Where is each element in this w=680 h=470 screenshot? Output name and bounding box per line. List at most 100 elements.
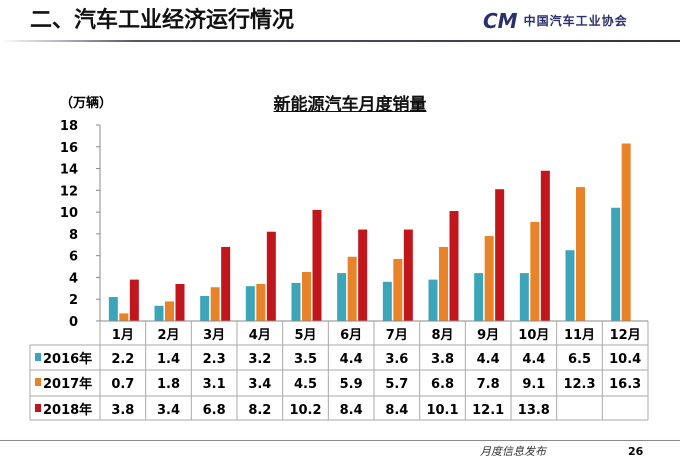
data-label: 5.9 — [340, 377, 363, 392]
bar-2017年-4月 — [256, 283, 266, 321]
slide-title: 二、汽车工业经济运行情况 — [30, 8, 295, 33]
y-tick-label: 4 — [69, 271, 78, 286]
bar-2017年-12月 — [621, 143, 631, 321]
bar-2017年-8月 — [439, 246, 448, 321]
bar-2017年-7月 — [393, 258, 403, 321]
bar-2018年-9月 — [495, 189, 505, 321]
bar-2016年-2月 — [154, 305, 164, 321]
data-label: 8.2 — [248, 403, 271, 418]
data-label: 1.4 — [157, 352, 180, 367]
data-label: 10.4 — [609, 352, 641, 367]
bar-2017年-6月 — [347, 256, 357, 321]
bar-2016年-10月 — [519, 273, 529, 321]
logo-text: 中国汽车工业协会 — [523, 13, 628, 28]
legend-label: 2017年 — [43, 376, 92, 392]
data-label: 6.8 — [203, 403, 226, 418]
x-tick-label: 5月 — [294, 328, 316, 343]
data-label: 3.6 — [385, 352, 408, 367]
logo: CM 中国汽车工业协会 — [483, 10, 628, 33]
bar-2016年-12月 — [611, 207, 621, 321]
y-tick-label: 16 — [60, 141, 78, 156]
x-tick-label: 7月 — [386, 328, 408, 343]
bar-2017年-11月 — [576, 187, 585, 321]
data-label: 3.4 — [157, 403, 180, 418]
x-tick-label: 12月 — [610, 328, 641, 343]
y-tick-label: 14 — [60, 163, 78, 178]
bar-2016年-1月 — [108, 297, 118, 321]
data-label: 9.1 — [522, 377, 545, 392]
bar-2016年-4月 — [245, 286, 255, 321]
data-label: 2.2 — [111, 352, 134, 367]
bar-2016年-5月 — [291, 282, 301, 321]
y-tick-label: 18 — [60, 119, 78, 134]
data-label: 8.4 — [385, 403, 408, 418]
bar-2016年-7月 — [382, 281, 392, 321]
chart-title: 新能源汽车月度销量 — [273, 95, 427, 115]
x-tick-label: 3月 — [203, 328, 225, 343]
bar-2016年-8月 — [428, 279, 438, 321]
data-label: 4.5 — [294, 377, 317, 392]
bar-2018年-2月 — [175, 283, 185, 321]
bar-2018年-3月 — [221, 246, 231, 321]
legend-label: 2018年 — [43, 402, 92, 418]
x-tick-label: 1月 — [112, 328, 134, 343]
data-label: 3.1 — [203, 377, 226, 392]
data-label: 12.1 — [472, 403, 504, 418]
data-label: 6.8 — [431, 377, 454, 392]
bar-2018年-4月 — [266, 231, 276, 321]
data-label: 4.4 — [477, 352, 500, 367]
bar-2018年-5月 — [312, 209, 322, 321]
bar-2016年-11月 — [565, 250, 575, 321]
legend-label: 2016年 — [43, 351, 92, 367]
data-label: 10.2 — [289, 403, 321, 418]
y-tick-label: 6 — [69, 250, 78, 265]
data-label: 1.8 — [157, 377, 180, 392]
legend-swatch — [35, 353, 41, 361]
data-label: 7.8 — [477, 377, 500, 392]
data-label: 16.3 — [609, 377, 641, 392]
bar-2016年-9月 — [474, 273, 484, 321]
data-label: 4.4 — [340, 352, 363, 367]
bar-2018年-7月 — [403, 229, 413, 321]
bar-2017年-1月 — [119, 313, 129, 321]
data-label: 10.1 — [426, 403, 458, 418]
bar-2017年-10月 — [530, 221, 540, 321]
bar-2018年-10月 — [540, 170, 550, 321]
data-label: 3.8 — [111, 403, 134, 418]
data-label: 3.8 — [431, 352, 454, 367]
x-tick-label: 8月 — [431, 328, 453, 343]
y-tick-label: 0 — [69, 315, 78, 330]
x-tick-label: 11月 — [564, 328, 595, 343]
y-tick-label: 10 — [60, 206, 78, 221]
data-label: 0.7 — [111, 377, 134, 392]
data-label: 4.4 — [522, 352, 545, 367]
x-tick-label: 2月 — [157, 328, 179, 343]
data-label: 3.2 — [248, 352, 271, 367]
data-label: 13.8 — [518, 403, 550, 418]
footer-text: 月度信息发布 — [480, 445, 546, 458]
bar-2018年-8月 — [449, 211, 459, 321]
bar-2016年-3月 — [200, 295, 210, 321]
bar-2018年-1月 — [129, 279, 139, 321]
data-label: 3.5 — [294, 352, 317, 367]
y-tick-label: 12 — [60, 184, 78, 199]
logo-mark: CM — [483, 9, 518, 33]
bar-2017年-2月 — [165, 301, 174, 321]
footer-divider — [0, 440, 680, 441]
legend-swatch — [35, 378, 41, 386]
bar-2017年-5月 — [302, 272, 311, 321]
y-tick-label: 8 — [69, 228, 78, 243]
x-tick-label: 9月 — [477, 328, 499, 343]
bar-2017年-3月 — [210, 287, 220, 321]
data-label: 5.7 — [385, 377, 408, 392]
data-label: 3.4 — [248, 377, 271, 392]
legend-swatch — [35, 404, 41, 412]
y-tick-label: 2 — [69, 293, 78, 308]
y-axis-unit: （万辆） — [60, 96, 113, 111]
data-label: 12.3 — [563, 377, 595, 392]
header-divider — [0, 40, 680, 42]
data-label: 6.5 — [568, 352, 591, 367]
x-tick-label: 10月 — [518, 328, 549, 343]
bar-2018年-6月 — [358, 229, 368, 321]
